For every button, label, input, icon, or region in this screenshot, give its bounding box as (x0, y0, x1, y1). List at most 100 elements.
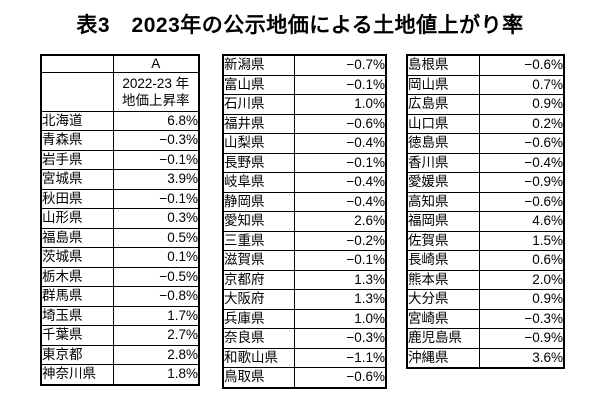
table-row: 長崎県 0.6% (406, 250, 565, 271)
table-row: 東京都 2.8% (40, 344, 200, 365)
table-row: 徳島県 −0.6% (406, 133, 565, 154)
prefecture-name: 神奈川県 (40, 364, 114, 385)
table-row: 奈良県 −0.3% (222, 328, 387, 349)
land-price-change-value: −0.3% (293, 328, 387, 349)
table-row: 愛知県 2.6% (222, 211, 387, 232)
table-row: 茨城県 0.1% (40, 247, 200, 268)
table-row: 熊本県 2.0% (406, 269, 565, 290)
prefecture-name: 東京都 (40, 344, 114, 365)
prefecture-name: 岐阜県 (222, 172, 295, 193)
table-row: 大阪府 1.3% (222, 289, 387, 310)
table-row: 京都府 1.3% (222, 269, 387, 290)
prefecture-name: 鹿児島県 (406, 328, 480, 349)
header-empty-cell (40, 54, 114, 73)
table-row: 沖縄県 3.6% (406, 347, 565, 369)
prefecture-name: 島根県 (406, 54, 480, 76)
table-row: 香川県 −0.4% (406, 152, 565, 173)
table-row: 佐賀県 1.5% (406, 230, 565, 251)
land-price-change-value: −0.6% (478, 191, 565, 212)
table-row: 山口県 0.2% (406, 113, 565, 134)
land-price-change-value: 1.8% (112, 364, 200, 385)
prefecture-name: 富山県 (222, 74, 295, 95)
land-price-change-value: −0.3% (112, 130, 200, 151)
land-price-change-value: 0.9% (478, 94, 565, 115)
prefecture-name: 香川県 (406, 152, 480, 173)
prefecture-name: 鳥取県 (222, 367, 295, 388)
table-row: 山形県 0.3% (40, 208, 200, 229)
land-price-change-value: 0.1% (112, 247, 200, 268)
subheader-line2: 地価上昇率 (122, 92, 190, 108)
prefecture-name: 山口県 (406, 113, 480, 134)
table-header-row: A (40, 54, 200, 73)
land-price-change-value: −0.6% (293, 367, 387, 388)
land-price-change-value: 0.6% (478, 250, 565, 271)
table-row: 宮城県 3.9% (40, 169, 200, 190)
prefecture-name: 奈良県 (222, 328, 295, 349)
prefecture-name: 新潟県 (222, 54, 295, 76)
land-price-change-value: −0.1% (293, 250, 387, 271)
table-subheader-row: 2022-23 年 地価上昇率 (40, 71, 200, 112)
land-price-change-value: −0.1% (293, 152, 387, 173)
prefecture-name: 大分県 (406, 289, 480, 310)
prefecture-name: 山梨県 (222, 133, 295, 154)
table-row: 大分県 0.9% (406, 289, 565, 310)
prefecture-name: 青森県 (40, 130, 114, 151)
table-row: 福井県 −0.6% (222, 113, 387, 134)
prefecture-name: 栃木県 (40, 266, 114, 287)
table-row: 富山県 −0.1% (222, 74, 387, 95)
subheader-line1: 2022-23 年 (122, 75, 190, 91)
table-row: 石川県 1.0% (222, 94, 387, 115)
prefecture-name: 愛媛県 (406, 172, 480, 193)
prefecture-name: 千葉県 (40, 325, 114, 346)
land-price-change-value: −0.1% (112, 188, 200, 209)
land-price-change-value: −0.6% (478, 54, 565, 76)
land-price-change-value: 4.6% (478, 211, 565, 232)
prefecture-name: 宮城県 (40, 169, 114, 190)
land-price-change-value: 2.6% (293, 211, 387, 232)
land-price-change-value: 1.0% (293, 94, 387, 115)
land-price-change-value: −0.9% (478, 172, 565, 193)
land-price-change-value: 6.8% (112, 110, 200, 131)
land-price-change-value: 1.3% (293, 289, 387, 310)
table-land-price-block-3: 島根県 −0.6% 岡山県 0.7% 広島県 0.9% 山口県 0.2% 徳島県 −0.6% 香川県… (406, 54, 565, 369)
table-row: 栃木県 −0.5% (40, 266, 200, 287)
prefecture-name: 福岡県 (406, 211, 480, 232)
prefecture-name: 大阪府 (222, 289, 295, 310)
prefecture-name: 静岡県 (222, 191, 295, 212)
land-price-change-value: −0.1% (293, 74, 387, 95)
table-row: 秋田県 −0.1% (40, 188, 200, 209)
land-price-change-value: 3.9% (112, 169, 200, 190)
prefecture-name: 沖縄県 (406, 347, 480, 369)
land-price-change-value: −0.4% (293, 172, 387, 193)
land-price-change-value: 1.7% (112, 305, 200, 326)
prefecture-name: 三重県 (222, 230, 295, 251)
table-row: 長野県 −0.1% (222, 152, 387, 173)
prefecture-name: 宮崎県 (406, 308, 480, 329)
land-price-change-value: −0.4% (478, 152, 565, 173)
column-subheader: 2022-23 年 地価上昇率 (112, 71, 200, 112)
prefecture-name: 石川県 (222, 94, 295, 115)
prefecture-name: 岩手県 (40, 149, 114, 170)
table-row: 三重県 −0.2% (222, 230, 387, 251)
table-row: 群馬県 −0.8% (40, 286, 200, 307)
column-header-a: A (112, 54, 200, 73)
land-price-change-value: 2.8% (112, 344, 200, 365)
prefecture-name: 茨城県 (40, 247, 114, 268)
land-price-change-value: 2.0% (478, 269, 565, 290)
prefecture-name: 岡山県 (406, 74, 480, 95)
table-row: 広島県 0.9% (406, 94, 565, 115)
table-row: 宮崎県 −0.3% (406, 308, 565, 329)
land-price-change-value: −1.1% (293, 347, 387, 368)
table-row: 青森県 −0.3% (40, 130, 200, 151)
prefecture-name: 長崎県 (406, 250, 480, 271)
prefecture-name: 広島県 (406, 94, 480, 115)
table-row: 島根県 −0.6% (406, 54, 565, 76)
prefecture-name: 徳島県 (406, 133, 480, 154)
land-price-change-value: 0.9% (478, 289, 565, 310)
prefecture-name: 高知県 (406, 191, 480, 212)
table-row: 鳥取県 −0.6% (222, 367, 387, 388)
prefecture-name: 京都府 (222, 269, 295, 290)
prefecture-name: 愛知県 (222, 211, 295, 232)
prefecture-name: 埼玉県 (40, 305, 114, 326)
land-price-change-value: −0.6% (293, 113, 387, 134)
